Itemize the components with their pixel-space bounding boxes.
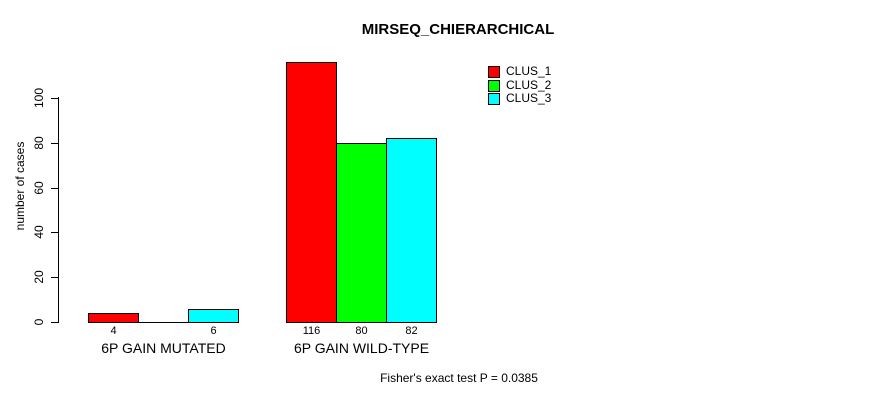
bar-clus_3-category-1 — [188, 309, 239, 323]
y-axis-line — [58, 97, 59, 323]
bar-clus_1-category-2 — [286, 62, 337, 323]
y-axis-tick-label: 0 — [32, 318, 46, 326]
fisher-test-annotation: Fisher's exact test P = 0.0385 — [380, 371, 538, 385]
legend-swatch-clus_1 — [488, 66, 500, 78]
y-axis-tick — [51, 98, 58, 99]
y-axis-tick-label: 100 — [32, 87, 46, 109]
group-baseline — [88, 322, 239, 323]
x-category-label-1: 6P GAIN MUTATED — [101, 340, 226, 356]
legend-label-clus_3: CLUS_3 — [506, 91, 552, 105]
bar-clus_2-category-2 — [336, 143, 387, 323]
bar-value-label: 116 — [302, 325, 321, 337]
bar-clus_3-category-2 — [386, 138, 437, 323]
y-axis-tick-label: 60 — [32, 181, 46, 195]
y-axis-tick-label: 40 — [32, 225, 46, 239]
bar-value-label: 82 — [405, 325, 418, 337]
y-axis-tick — [51, 188, 58, 189]
chart-title: MIRSEQ_CHIERARCHICAL — [361, 21, 555, 38]
y-axis-tick-label: 80 — [32, 136, 46, 150]
y-axis-tick-label: 20 — [32, 270, 46, 284]
legend-swatch-clus_3 — [488, 93, 500, 105]
legend-label-clus_1: CLUS_1 — [506, 64, 552, 78]
x-category-label-2: 6P GAIN WILD-TYPE — [293, 340, 430, 356]
y-axis-tick — [51, 232, 58, 233]
bar-value-label: 4 — [110, 325, 117, 337]
bar-clus_1-category-1 — [88, 313, 139, 323]
y-axis-tick — [51, 322, 58, 323]
y-axis-tick — [51, 277, 58, 278]
bar-value-label: 80 — [355, 325, 368, 337]
y-axis-tick — [51, 143, 58, 144]
bar-value-label: 6 — [210, 325, 217, 337]
y-axis-title: number of cases — [13, 141, 27, 231]
legend-label-clus_2: CLUS_2 — [506, 77, 552, 92]
legend-swatch-clus_2 — [488, 79, 500, 92]
